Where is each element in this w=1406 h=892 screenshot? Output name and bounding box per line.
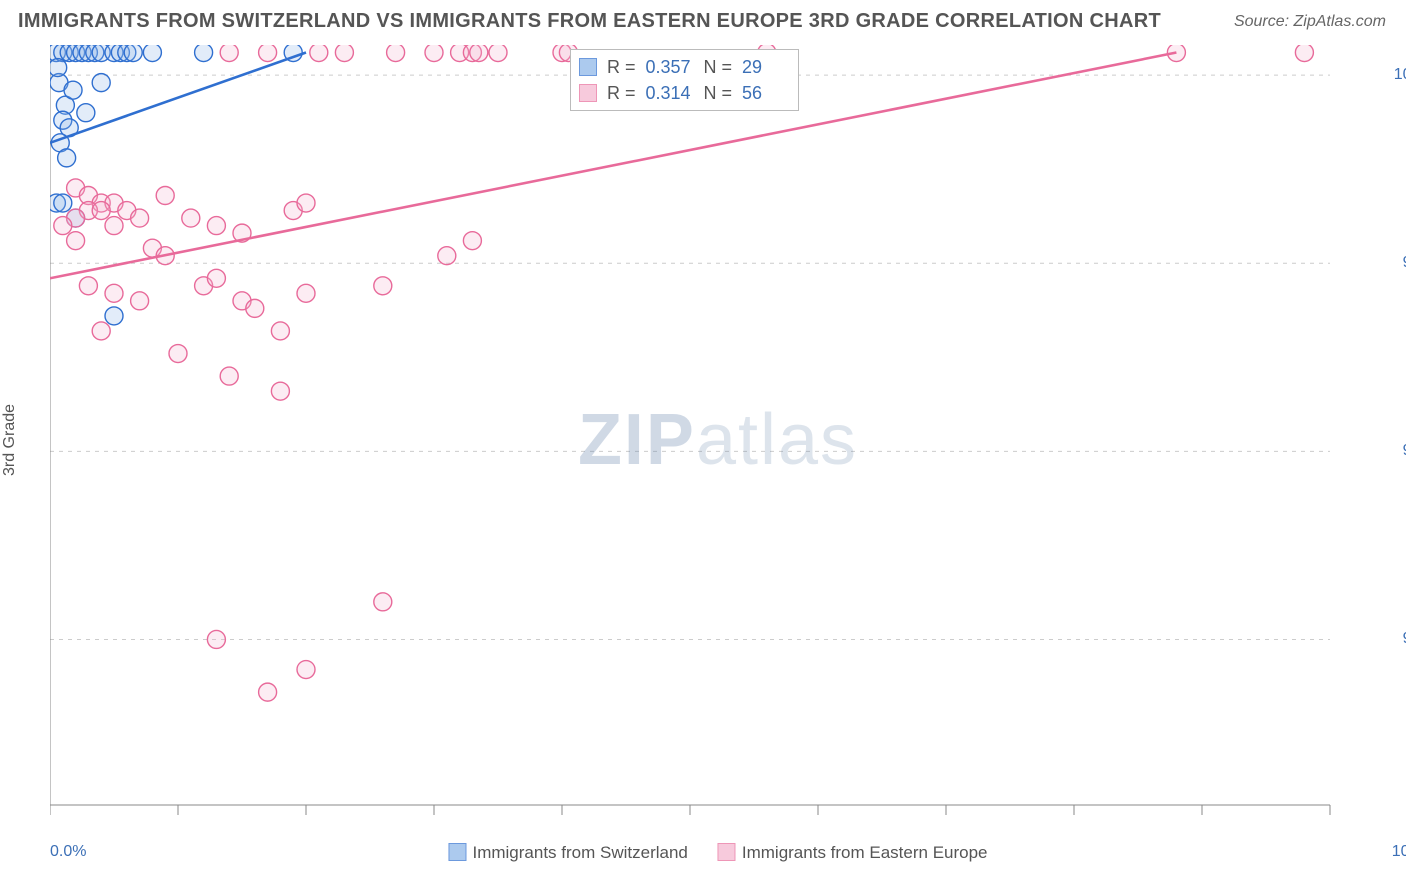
stat-legend-row: R = 0.357 N = 29: [579, 54, 790, 80]
stat-n-label: N =: [704, 54, 733, 80]
stat-r-value: 0.357: [646, 54, 694, 80]
stat-n-value: 29: [742, 54, 790, 80]
scatter-plot: [50, 45, 1390, 835]
stat-n-label: N =: [704, 80, 733, 106]
stat-legend-row: R = 0.314 N = 56: [579, 80, 790, 106]
chart-title: IMMIGRANTS FROM SWITZERLAND VS IMMIGRANT…: [18, 10, 1161, 33]
legend-swatch: [579, 58, 597, 76]
x-min-label: 0.0%: [50, 843, 86, 861]
chart-area: 3rd Grade ZIPatlas R = 0.357 N = 29 R = …: [50, 45, 1386, 835]
source-credit: Source: ZipAtlas.com: [1234, 13, 1386, 31]
y-tick-label: 97.5%: [1392, 254, 1406, 272]
y-tick-label: 95.0%: [1392, 442, 1406, 460]
stat-r-label: R =: [607, 54, 636, 80]
y-tick-label: 100.0%: [1392, 66, 1406, 84]
x-max-label: 100.0%: [1392, 843, 1406, 861]
legend-swatch: [579, 84, 597, 102]
stat-n-value: 56: [742, 80, 790, 106]
y-axis-label: 3rd Grade: [1, 404, 19, 476]
stat-r-label: R =: [607, 80, 636, 106]
bottom-legend: Immigrants from Switzerland Immigrants fr…: [448, 843, 987, 863]
stat-legend: R = 0.357 N = 29 R = 0.314 N = 56: [570, 49, 799, 111]
legend-label: Immigrants from Switzerland: [472, 843, 687, 862]
y-tick-label: 92.5%: [1392, 630, 1406, 648]
chart-header: IMMIGRANTS FROM SWITZERLAND VS IMMIGRANT…: [0, 0, 1406, 39]
bottom-legend-item: Immigrants from Eastern Europe: [718, 843, 988, 863]
bottom-legend-item: Immigrants from Switzerland: [448, 843, 687, 863]
stat-r-value: 0.314: [646, 80, 694, 106]
legend-label: Immigrants from Eastern Europe: [742, 843, 988, 862]
legend-swatch: [718, 843, 736, 861]
legend-swatch: [448, 843, 466, 861]
